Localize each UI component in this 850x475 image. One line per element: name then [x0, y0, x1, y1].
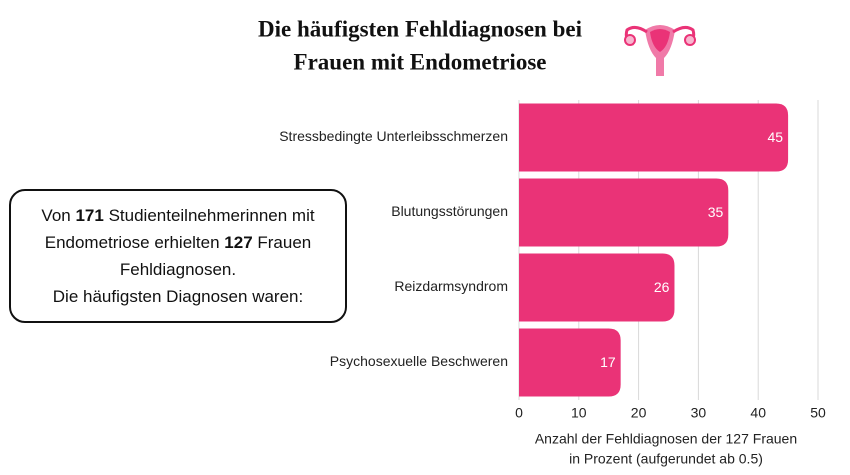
value-label: 45 [768, 129, 784, 145]
x-axis-label: in Prozent (aufgerundet ab 0.5) [569, 451, 763, 467]
x-tick-label: 0 [515, 405, 523, 421]
annotation-text: Endometriose erhielten [44, 233, 225, 252]
value-label: 26 [654, 279, 670, 295]
value-label: 17 [600, 354, 616, 370]
bar [519, 178, 729, 247]
annotation-line: Endometriose erhielten 127 Frauen [45, 229, 312, 256]
uterus-icon [624, 25, 696, 76]
bar [519, 328, 621, 397]
chart-title: Frauen mit Endometriose [294, 49, 547, 74]
annotation-text: Studienteilnehmerinnen mit [103, 206, 315, 225]
x-tick-label: 40 [750, 405, 766, 421]
bar [519, 103, 789, 172]
annotation-box: Von 171 Studienteilnehmerinnen mit Endome… [9, 189, 347, 323]
annotation-text: 171 [75, 206, 104, 225]
annotation-text: 127 [224, 233, 253, 252]
y-tick-label: Stressbedingte Unterleibsschmerzen [279, 128, 508, 144]
x-axis-label: Anzahl der Fehldiagnosen der 127 Frauen [535, 431, 797, 447]
y-tick-label: Blutungsstörungen [391, 203, 508, 219]
annotation-line: Die häufigsten Diagnosen waren: [53, 283, 303, 310]
x-tick-label: 50 [810, 405, 826, 421]
annotation-text: Von [41, 206, 76, 225]
x-tick-label: 20 [631, 405, 647, 421]
annotation-text: Die häufigsten Diagnosen waren: [52, 287, 304, 306]
chart-title: Die häufigsten Fehldiagnosen bei [258, 16, 583, 41]
annotation-line: Von 171 Studienteilnehmerinnen mit [41, 202, 314, 229]
y-tick-label: Reizdarmsyndrom [394, 278, 508, 294]
annotation-line: Fehldiagnosen. [120, 256, 236, 283]
bar [519, 253, 675, 322]
x-tick-label: 10 [571, 405, 587, 421]
value-label: 35 [708, 204, 724, 220]
x-tick-label: 30 [691, 405, 707, 421]
annotation-text: Fehldiagnosen. [119, 260, 237, 279]
y-tick-label: Psychosexuelle Beschweren [330, 353, 508, 369]
annotation-text: Frauen [252, 233, 312, 252]
